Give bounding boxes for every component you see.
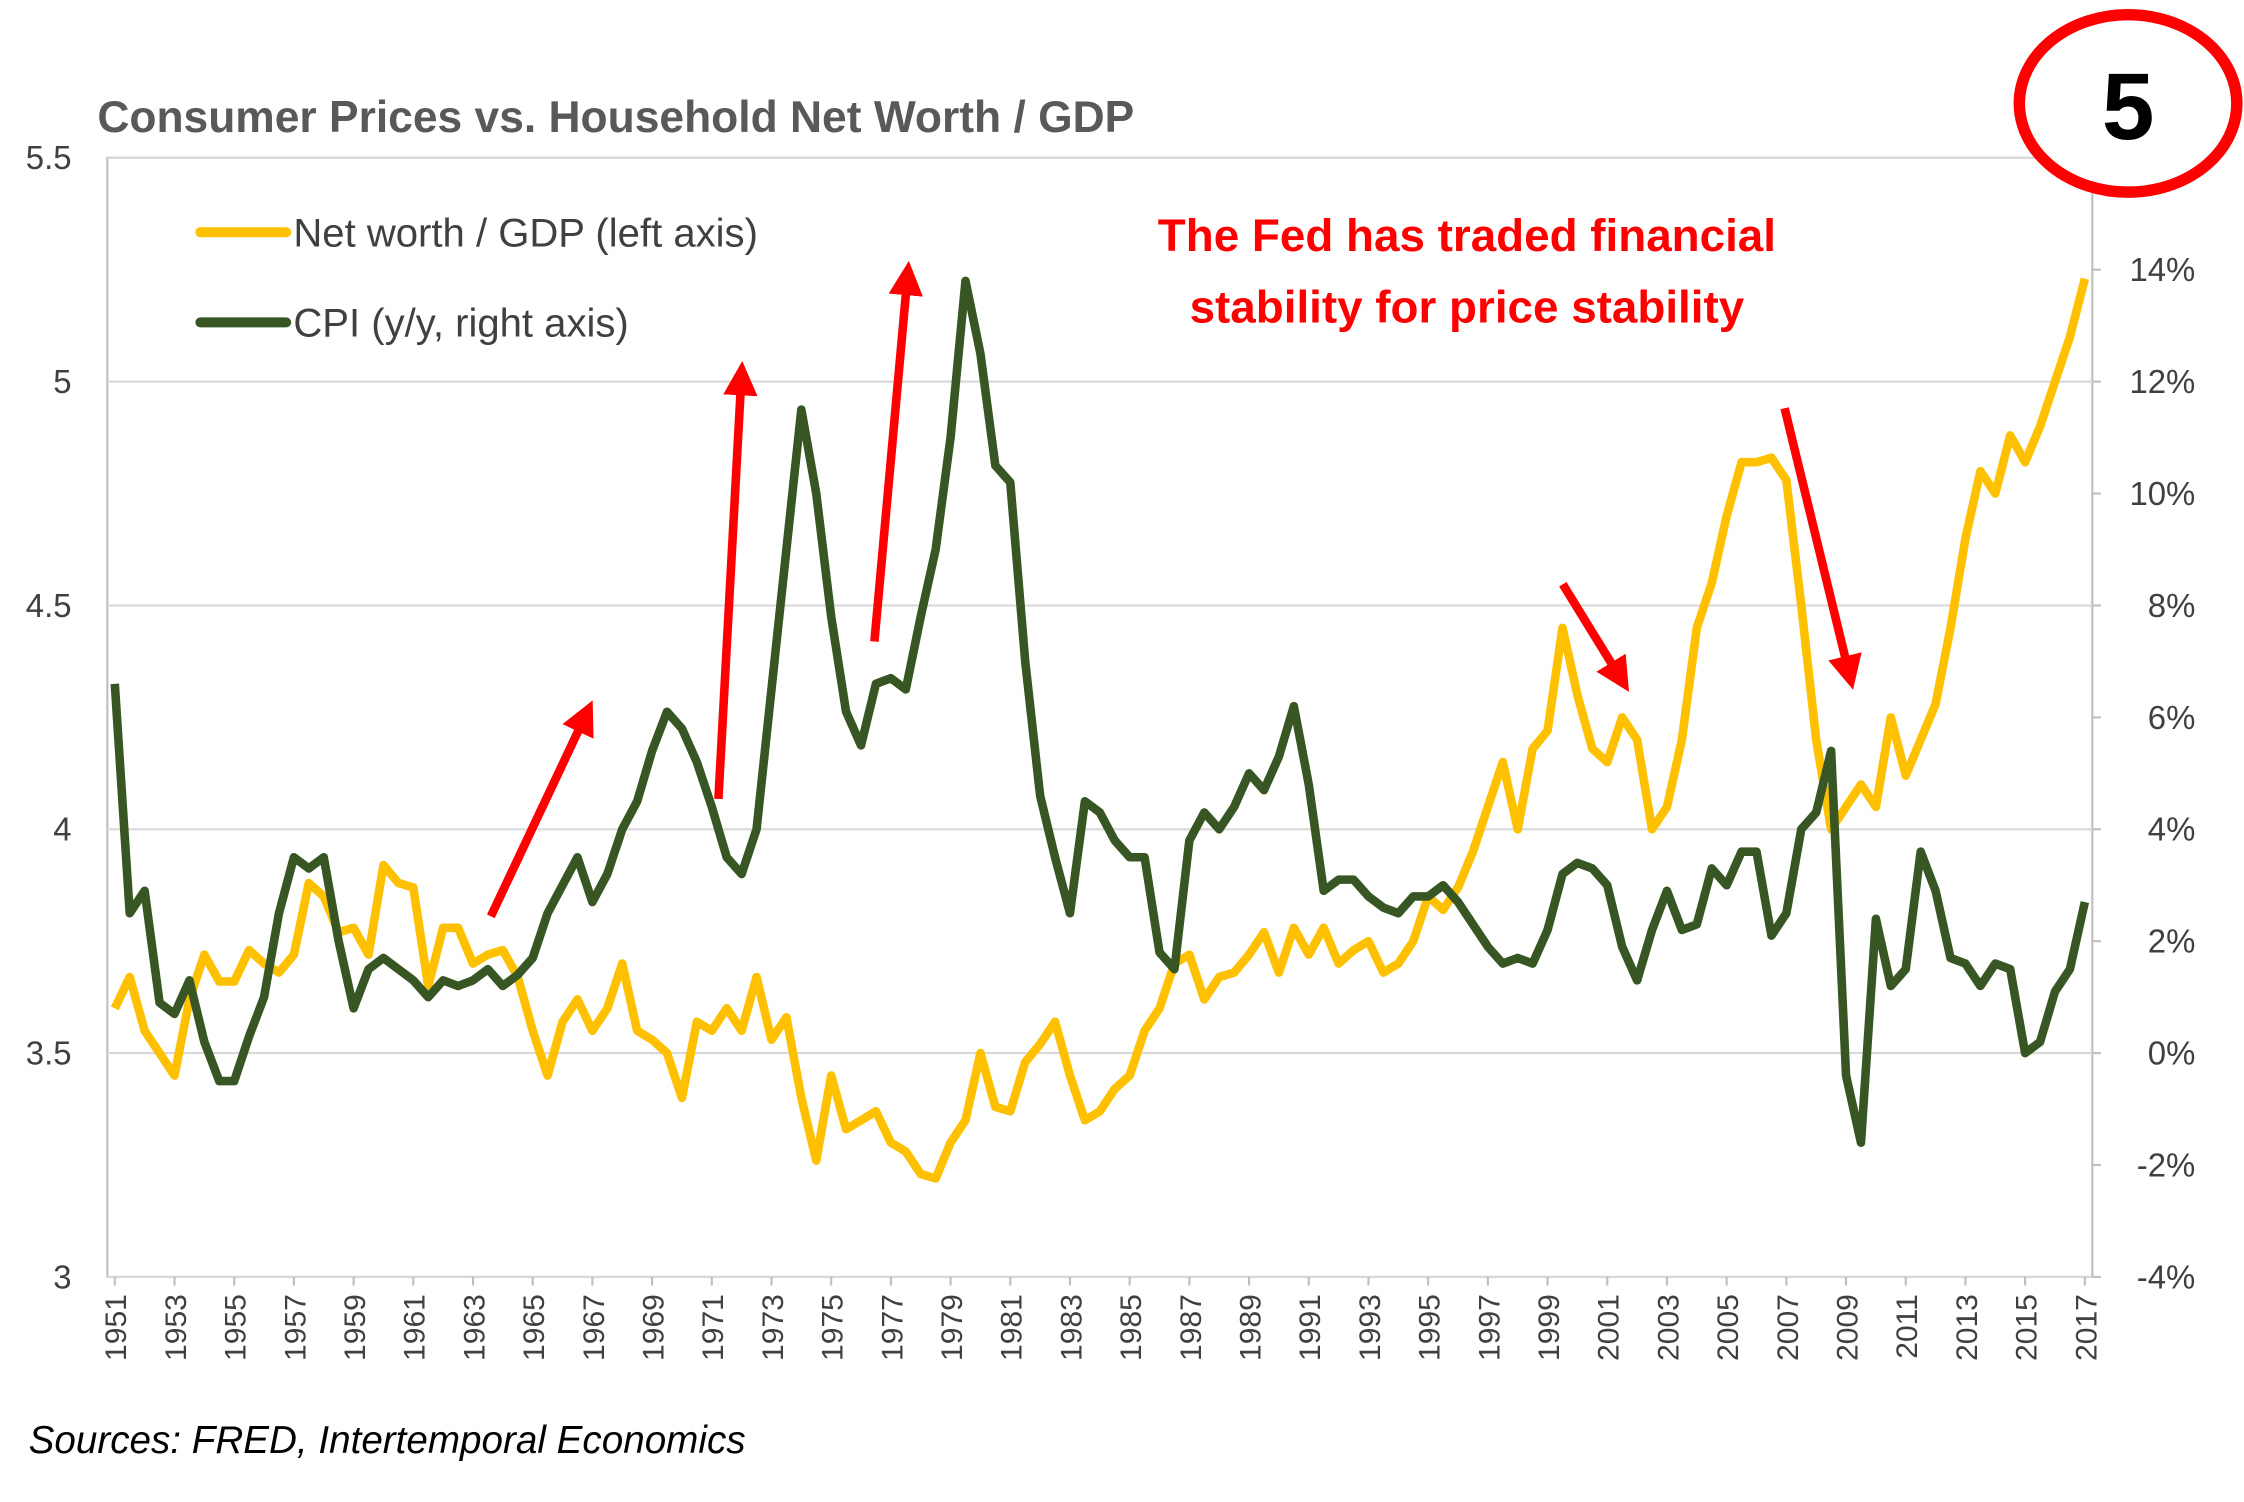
arrow [1559, 582, 1630, 692]
x-tick-label: 1999 [1533, 1294, 1566, 1361]
y2-tick-label: -4% [2137, 1258, 2196, 1295]
arrows [486, 260, 1862, 919]
x-tick-label: 1963 [458, 1294, 491, 1361]
grid: 3 3.5 4 4.5 5 5.5 -4% -2% 0% 2% 4% 6% 8% 10% 12% 14% 195… [26, 139, 2196, 1361]
x-tick-label: 2017 [2070, 1294, 2103, 1361]
x-tick-label: 1995 [1414, 1294, 1447, 1361]
legend-label: CPI (y/y, right axis) [293, 302, 628, 346]
y-tick-label: 3 [53, 1258, 71, 1295]
x-tick-label: 1967 [578, 1294, 611, 1361]
arrow [486, 700, 594, 919]
y-tick-label: 5 [53, 363, 71, 400]
x-tick-label: 1957 [279, 1294, 312, 1361]
series-line [110, 277, 2090, 1183]
x-tick-label: 1969 [638, 1294, 671, 1361]
x-tick-label: 2015 [2011, 1294, 2044, 1361]
x-tick-label: 1971 [697, 1294, 730, 1361]
series-line [110, 276, 2090, 1147]
x-tick-label: 1987 [1175, 1294, 1208, 1361]
y-tick-label: 5.5 [26, 139, 72, 176]
x-tick-label: 1993 [1354, 1294, 1387, 1361]
y-tick-label: 4 [53, 811, 71, 848]
y2-tick-label: 0% [2148, 1035, 2196, 1072]
lines [110, 276, 2090, 1183]
y2-tick-label: 6% [2148, 699, 2196, 736]
x-tick-label: 1961 [399, 1294, 432, 1361]
x-tick-label: 1975 [817, 1294, 850, 1361]
y2-tick-label: 14% [2129, 251, 2195, 288]
x-tick-label: 2005 [1712, 1294, 1745, 1361]
badge-number: 5 [2102, 54, 2155, 160]
x-tick-label: 2009 [1831, 1294, 1864, 1361]
y2-tick-label: 10% [2129, 475, 2195, 512]
x-tick-label: 1997 [1473, 1294, 1506, 1361]
x-tick-label: 1973 [757, 1294, 790, 1361]
x-tick-label: 1965 [518, 1294, 551, 1361]
legend-label: Net worth / GDP (left axis) [293, 212, 758, 256]
x-tick-label: 1985 [1115, 1294, 1148, 1361]
y2-tick-label: 2% [2148, 923, 2196, 960]
y2-tick-label: 4% [2148, 811, 2196, 848]
arrow [714, 361, 758, 800]
annotation: The Fed has traded financial [1158, 210, 1776, 261]
x-tick-label: 1989 [1235, 1294, 1268, 1361]
x-tick-label: 2007 [1772, 1294, 1805, 1361]
arrow [870, 260, 923, 642]
x-tick-label: 1951 [100, 1294, 133, 1361]
x-tick-label: 2001 [1593, 1294, 1626, 1361]
x-tick-label: 1983 [1055, 1294, 1088, 1361]
y2-tick-label: 8% [2148, 587, 2196, 624]
y2-tick-label: 12% [2129, 363, 2195, 400]
x-tick-label: 1959 [339, 1294, 372, 1361]
x-tick-label: 2011 [1891, 1294, 1924, 1359]
y2-tick-label: -2% [2137, 1146, 2196, 1183]
badge [2013, 8, 2243, 198]
x-tick-label: 1981 [996, 1294, 1029, 1361]
x-tick-label: 2013 [1951, 1294, 1984, 1361]
annotation: stability for price stability [1190, 281, 1745, 332]
x-tick-label: 1979 [936, 1294, 969, 1361]
y-tick-label: 4.5 [26, 587, 72, 624]
x-tick-label: 1977 [876, 1294, 909, 1361]
chart-title: Consumer Prices vs. Household Net Worth … [97, 93, 1134, 142]
y-tick-label: 3.5 [26, 1035, 72, 1072]
x-tick-label: 1991 [1294, 1294, 1327, 1361]
x-tick-label: 1953 [160, 1294, 193, 1361]
arrow [1780, 407, 1862, 690]
x-tick-label: 2003 [1652, 1294, 1685, 1361]
x-tick-label: 1955 [220, 1294, 253, 1361]
source: Sources: FRED, Intertemporal Economics [29, 1419, 746, 1462]
